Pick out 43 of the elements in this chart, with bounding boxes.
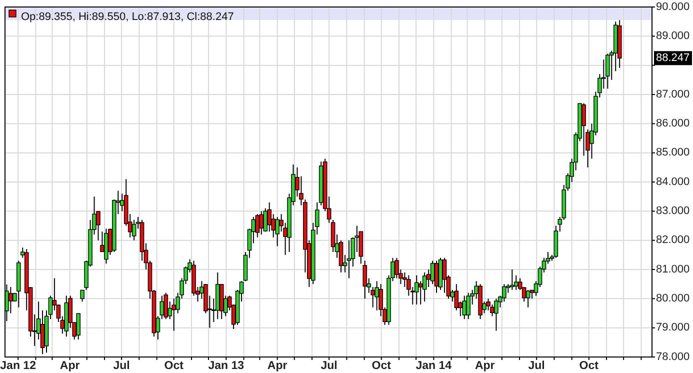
candlestick xyxy=(526,289,530,308)
candlestick xyxy=(606,53,610,90)
candlestick xyxy=(275,216,280,247)
candlestick xyxy=(510,269,514,290)
y-tick-label: 78.000 xyxy=(656,350,690,363)
y-tick-label: 90.000 xyxy=(656,0,690,13)
candlestick xyxy=(466,292,471,320)
y-tick-label: 85.000 xyxy=(656,146,690,159)
x-tick-label: Jan 12 xyxy=(0,360,36,372)
candlestick xyxy=(430,260,435,285)
candlestick xyxy=(362,260,368,300)
y-tick-label: 80.000 xyxy=(656,292,690,305)
candlestick xyxy=(434,260,439,294)
y-tick-label: 86.000 xyxy=(656,118,690,130)
y-tick-label: 82.000 xyxy=(656,234,690,246)
x-tick-label: Apr xyxy=(267,360,288,372)
candlestick xyxy=(414,274,419,305)
y-tick-label: 87.000 xyxy=(656,88,690,100)
candlestick xyxy=(164,292,168,320)
x-tick-label: Oct xyxy=(164,360,184,372)
candlestick xyxy=(76,312,80,340)
x-tick-label: Jul xyxy=(528,360,545,372)
x-tick-label: Jul xyxy=(320,360,338,372)
candlestick xyxy=(172,298,176,332)
y-tick-label: 81.000 xyxy=(656,263,690,276)
x-tick-label: Oct xyxy=(579,360,599,372)
y-tick-label: 83.000 xyxy=(656,205,690,218)
x-tick-label: Oct xyxy=(372,360,392,372)
x-tick-label: Jul xyxy=(113,360,130,372)
candlestick xyxy=(494,298,498,332)
candlestick xyxy=(582,102,586,156)
candlestick xyxy=(422,272,427,302)
y-tick-label: 79.000 xyxy=(656,322,690,334)
x-tick-label: Jan 13 xyxy=(208,360,244,372)
candlestick xyxy=(8,286,13,314)
candlestick xyxy=(346,240,352,279)
candlestick xyxy=(462,295,467,320)
x-tick-label: Apr xyxy=(474,360,496,372)
y-tick-label: 84.000 xyxy=(656,176,690,188)
annotation: Op:89.355, Hi:89.550, Lo:87.913, Cl:88.247 xyxy=(21,10,234,23)
x-tick-label: Apr xyxy=(60,360,80,372)
y-tick-label: 89.000 xyxy=(656,30,690,42)
x-tick-label: Jan 14 xyxy=(416,360,452,372)
